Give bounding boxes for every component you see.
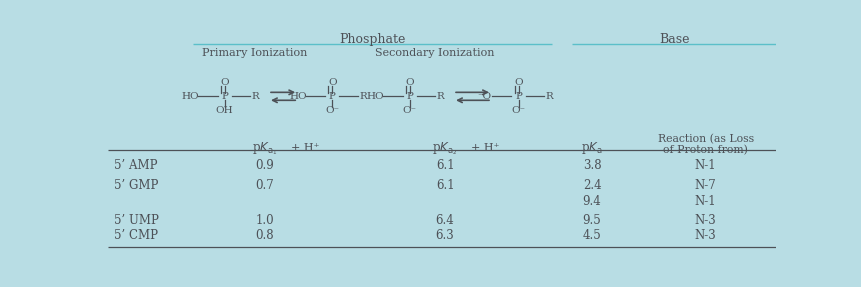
Text: of Proton from): of Proton from)	[662, 145, 747, 156]
Text: R: R	[545, 92, 553, 101]
Text: Reaction (as Loss: Reaction (as Loss	[657, 134, 753, 145]
Text: O: O	[327, 78, 336, 88]
Text: 0.7: 0.7	[255, 179, 274, 192]
Text: 1.0: 1.0	[255, 214, 274, 226]
Text: p$\mathit{K}_{\mathrm{a}}$: p$\mathit{K}_{\mathrm{a}}$	[580, 140, 602, 156]
Text: O⁻: O⁻	[325, 106, 339, 115]
Text: HO: HO	[182, 92, 199, 101]
Text: OH: OH	[215, 106, 233, 115]
Text: 6.1: 6.1	[436, 160, 454, 172]
Text: P: P	[515, 92, 522, 101]
Text: O⁻: O⁻	[402, 106, 416, 115]
Text: Primary Ionization: Primary Ionization	[201, 48, 307, 58]
Text: N-1: N-1	[694, 160, 715, 172]
Text: R: R	[251, 92, 259, 101]
Text: 5’ AMP: 5’ AMP	[115, 160, 158, 172]
Text: Phosphate: Phosphate	[338, 34, 405, 46]
Text: 9.4: 9.4	[582, 195, 601, 208]
Text: 6.4: 6.4	[435, 214, 454, 226]
Text: + H⁺: + H⁺	[470, 143, 499, 153]
Text: 0.8: 0.8	[255, 229, 274, 242]
Text: N-7: N-7	[694, 179, 715, 192]
Text: 0.9: 0.9	[255, 160, 274, 172]
Text: O: O	[405, 78, 413, 88]
Text: N-3: N-3	[694, 214, 715, 226]
Text: O: O	[514, 78, 523, 88]
Text: 2.4: 2.4	[582, 179, 601, 192]
Text: 5’ CMP: 5’ CMP	[115, 229, 158, 242]
Text: 5’ GMP: 5’ GMP	[115, 179, 158, 192]
Text: 6.1: 6.1	[436, 179, 454, 192]
Text: 4.5: 4.5	[582, 229, 601, 242]
Text: Base: Base	[659, 34, 689, 46]
Text: p$\mathit{K}_{\mathrm{a_1}}$: p$\mathit{K}_{\mathrm{a_1}}$	[251, 140, 277, 156]
Text: 5’ UMP: 5’ UMP	[115, 214, 159, 226]
Text: N-1: N-1	[694, 195, 715, 208]
Text: N-3: N-3	[694, 229, 715, 242]
Text: P: P	[406, 92, 412, 101]
Text: R: R	[437, 92, 444, 101]
Text: p$\mathit{K}_{\mathrm{a_2}}$: p$\mathit{K}_{\mathrm{a_2}}$	[432, 140, 457, 156]
Text: 6.3: 6.3	[435, 229, 454, 242]
Text: O: O	[220, 78, 229, 88]
Text: + H⁺: + H⁺	[290, 143, 319, 153]
Text: P: P	[221, 92, 228, 101]
Text: 3.8: 3.8	[582, 160, 601, 172]
Text: R: R	[359, 92, 367, 101]
Text: HO: HO	[288, 92, 307, 101]
Text: HO: HO	[366, 92, 384, 101]
Text: ⁻O: ⁻O	[477, 92, 491, 101]
Text: 9.5: 9.5	[582, 214, 601, 226]
Text: O⁻: O⁻	[511, 106, 525, 115]
Text: Secondary Ionization: Secondary Ionization	[375, 48, 494, 58]
Text: P: P	[328, 92, 335, 101]
